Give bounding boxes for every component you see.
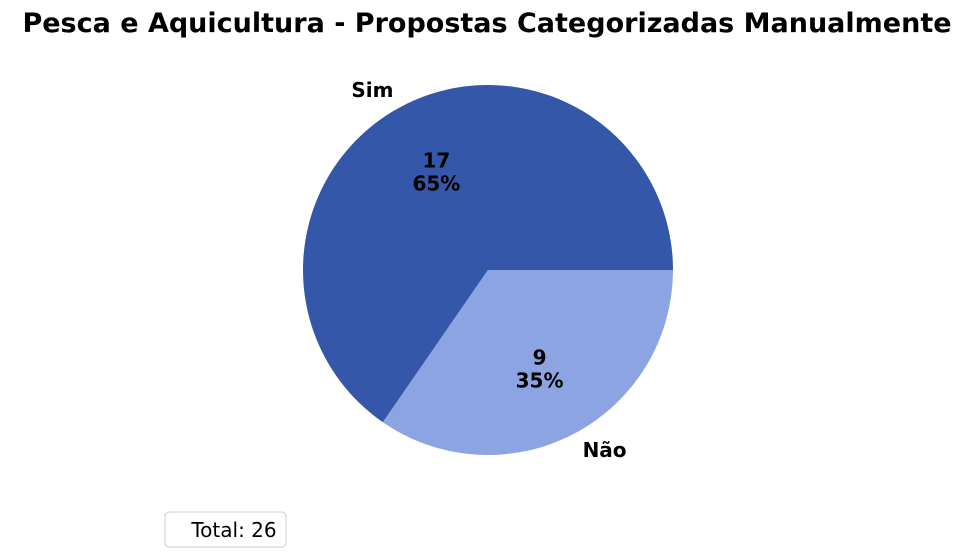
legend-box bbox=[164, 511, 287, 548]
chart-title: Pesca e Aquicultura - Propostas Categori… bbox=[22, 8, 951, 39]
slice-label-nao: Não bbox=[583, 438, 627, 462]
pie-slice-sim bbox=[302, 85, 674, 423]
pie-slice-nao bbox=[382, 270, 673, 455]
legend: Total: 26 bbox=[164, 511, 287, 548]
slice-percent-sim: 65% bbox=[412, 172, 460, 196]
slice-percent-nao: 35% bbox=[516, 368, 564, 392]
slice-value-nao: 9 bbox=[533, 345, 547, 369]
pie-slices bbox=[302, 85, 674, 455]
slice-label-sim: Sim bbox=[351, 78, 393, 102]
slice-value-sim: 17 bbox=[422, 149, 450, 173]
legend-total-text: Total: 26 bbox=[190, 518, 276, 542]
